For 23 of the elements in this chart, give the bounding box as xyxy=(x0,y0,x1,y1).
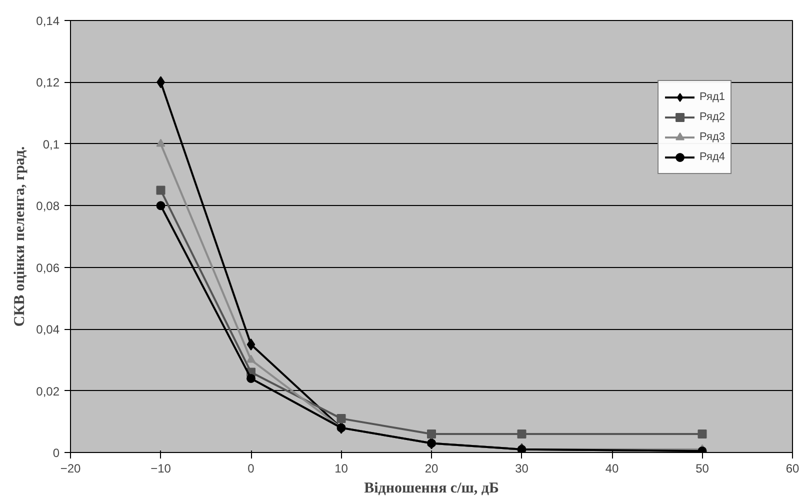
x-tick-label: −20 xyxy=(60,462,82,476)
legend-label: Ряд2 xyxy=(700,111,725,123)
y-tick-label: 0,1 xyxy=(42,137,60,152)
x-axis-title: Відношення с/ш, дБ xyxy=(364,480,500,496)
x-tick-label: 10 xyxy=(334,462,348,476)
y-tick-label: 0,08 xyxy=(36,199,60,214)
y-tick-label: 0,04 xyxy=(36,322,60,337)
legend-label: Ряд4 xyxy=(700,151,725,163)
y-axis-title: СКВ оцінки пеленга, град. xyxy=(12,146,28,327)
x-tick-label: −10 xyxy=(150,462,172,476)
y-tick-label: 0 xyxy=(52,446,60,460)
x-tick-label: 0 xyxy=(248,462,255,476)
y-tick-label: 0,12 xyxy=(36,76,60,90)
x-tick-label: 20 xyxy=(424,462,438,476)
x-tick-label: 60 xyxy=(786,462,800,476)
legend-label: Ряд3 xyxy=(700,131,725,143)
y-tick-label: 0,14 xyxy=(36,14,60,28)
x-tick-label: 30 xyxy=(515,462,529,476)
y-tick-label: 0,02 xyxy=(36,384,60,398)
x-tick-label: 40 xyxy=(605,462,619,476)
x-tick-label: 50 xyxy=(696,462,710,476)
y-tick-label: 0,06 xyxy=(36,260,60,275)
legend-label: Ряд1 xyxy=(700,91,725,103)
